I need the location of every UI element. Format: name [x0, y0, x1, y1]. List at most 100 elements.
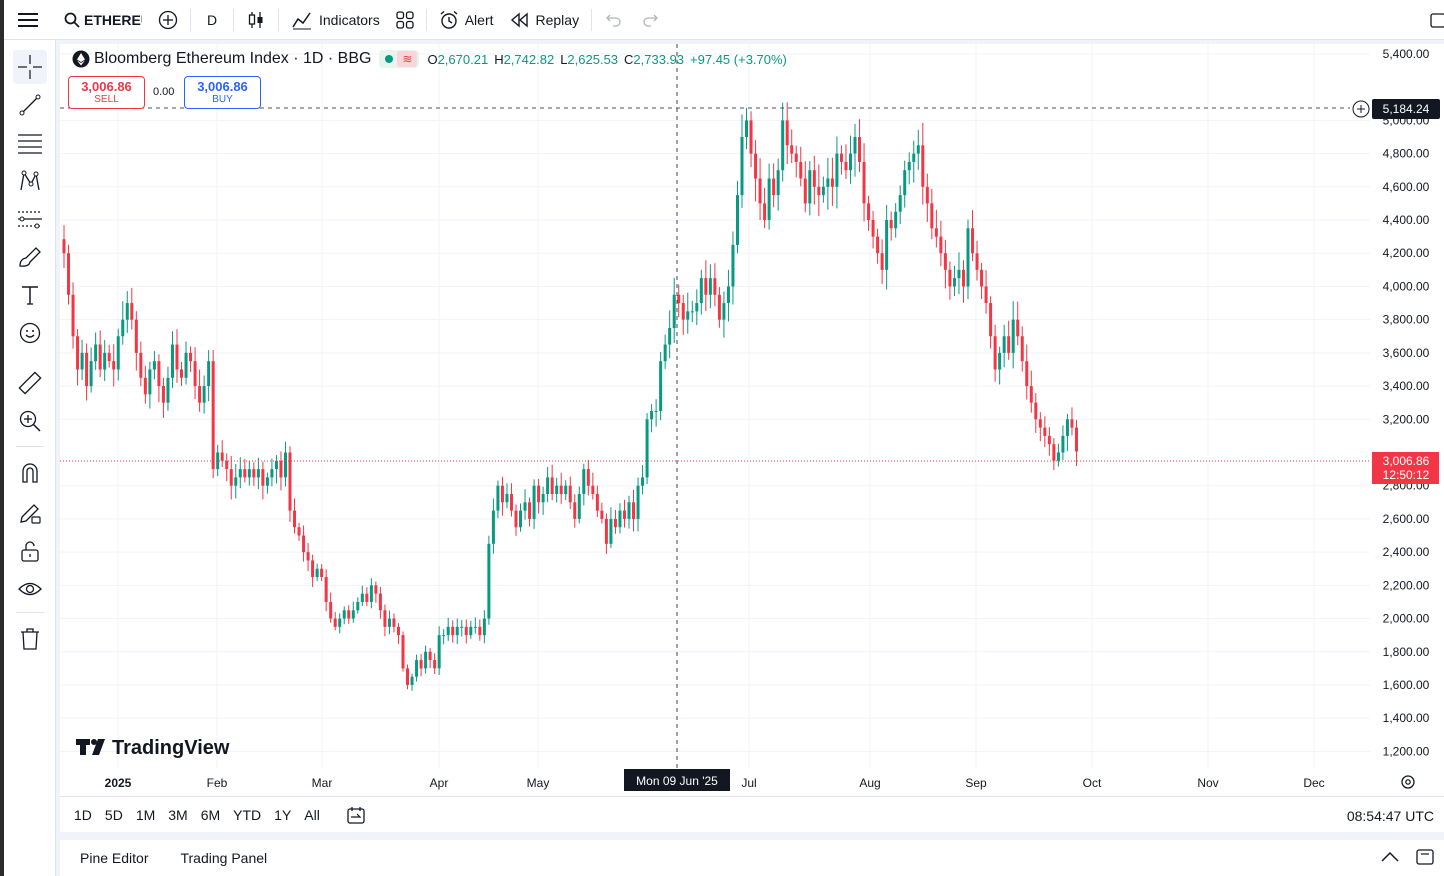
range-1y-button[interactable]: 1Y: [274, 807, 292, 823]
candle-body: [324, 577, 328, 602]
zoom-tool-button[interactable]: [13, 404, 47, 438]
range-6m-button[interactable]: 6M: [200, 807, 221, 823]
candle-body: [270, 469, 274, 478]
candle-body: [894, 211, 898, 229]
market-status-badge[interactable]: ≋: [379, 50, 420, 68]
range-1m-button[interactable]: 1M: [135, 807, 156, 823]
watermark-text: TradingView: [112, 737, 230, 759]
chart-type-button[interactable]: [238, 0, 274, 40]
low-value: 2,625.53: [567, 51, 619, 67]
price-tick-label: 1,600.00: [1383, 678, 1430, 692]
menu-button[interactable]: [4, 0, 52, 40]
text-icon: [22, 286, 38, 305]
brush-tool-button[interactable]: [13, 240, 47, 274]
goto-date-button[interactable]: [346, 805, 366, 830]
divider: [233, 8, 234, 31]
interval-button[interactable]: D: [206, 11, 218, 28]
candles-series: [62, 102, 1078, 691]
range-3m-button[interactable]: 3M: [168, 807, 188, 823]
symbol-search-button[interactable]: ETHEREU: [52, 0, 150, 40]
fullscreen-button[interactable]: [1430, 12, 1444, 33]
price-tick-label: 1,800.00: [1383, 645, 1430, 659]
replay-button[interactable]: Replay: [502, 0, 588, 40]
candle-body: [62, 239, 66, 254]
candle-body: [157, 361, 161, 387]
time-tick-label: Aug: [859, 776, 880, 790]
candle-body: [618, 510, 622, 528]
candle-body: [121, 319, 125, 337]
candle-body: [143, 377, 147, 395]
price-axis[interactable]: 5,400.005,000.004,800.004,600.004,400.00…: [1383, 47, 1430, 758]
pattern-tool-button[interactable]: [13, 164, 47, 198]
candle-body: [898, 195, 902, 212]
open-label: O: [427, 51, 438, 67]
collapse-panel-button[interactable]: [1380, 850, 1400, 869]
drawing-mode-button[interactable]: [13, 496, 47, 530]
candle-body: [989, 303, 993, 337]
maximize-panel-button[interactable]: [1416, 848, 1434, 871]
chart-pane[interactable]: 5,400.00 5,000.00 4,800.00 4,600.00 4,400.00…: [60, 44, 1444, 831]
price-tick-label: 5,400.00: [1383, 47, 1430, 61]
layouts-button[interactable]: [388, 0, 422, 40]
price-tick-label: 3,200.00: [1383, 412, 1430, 426]
candle-body: [428, 651, 432, 661]
candle-body: [848, 153, 852, 171]
candle-body: [885, 220, 889, 270]
candle-body: [112, 361, 116, 370]
candle-body: [735, 195, 739, 245]
undo-button[interactable]: [596, 0, 632, 40]
tab-trading-panel[interactable]: Trading Panel: [180, 850, 268, 866]
pencil-lock-icon: [20, 504, 41, 524]
magnet-button[interactable]: [13, 456, 47, 490]
crosshair-price-label: 5,184.24: [1352, 99, 1440, 119]
candle-body: [993, 336, 997, 370]
range-5d-button[interactable]: 5D: [104, 807, 123, 823]
text-tool-button[interactable]: [13, 278, 47, 312]
candle-body: [170, 344, 174, 378]
tab-pine-editor[interactable]: Pine Editor: [80, 850, 149, 866]
range-ytd-button[interactable]: YTD: [233, 807, 262, 823]
candle-body: [76, 336, 80, 370]
emoji-tool-button[interactable]: [13, 316, 47, 350]
sell-button[interactable]: 3,006.86 SELL: [68, 76, 145, 109]
candle-body: [1047, 435, 1051, 445]
candle-body: [582, 469, 586, 495]
fib-tool-button[interactable]: [13, 126, 47, 160]
forecast-tool-button[interactable]: [13, 202, 47, 236]
candle-body: [880, 253, 884, 270]
candle-body: [645, 419, 649, 478]
candle-body: [473, 626, 477, 628]
candle-body: [166, 377, 170, 403]
remove-drawings-button[interactable]: [13, 622, 47, 656]
candle-body: [464, 626, 468, 636]
candle-body: [424, 651, 428, 669]
redo-button[interactable]: [632, 0, 668, 40]
range-all-button[interactable]: All: [304, 807, 320, 823]
trend-line-tool-button[interactable]: [13, 88, 47, 122]
time-axis[interactable]: 2025 Feb Mar Apr May Jul Aug Sep Oct Nov Dec: [105, 776, 1325, 790]
crosshair-tool-button[interactable]: [13, 50, 47, 84]
candle-body: [871, 220, 875, 237]
lock-button[interactable]: [13, 534, 47, 568]
utc-clock[interactable]: 08:54:47 UTC: [1346, 808, 1434, 824]
tradingview-watermark[interactable]: TradingView: [76, 737, 230, 759]
candle-body: [808, 170, 812, 204]
time-tick-label: Jul: [741, 776, 756, 790]
candle-body: [957, 269, 961, 279]
candle-body: [238, 469, 242, 478]
gear-icon[interactable]: [1401, 775, 1415, 789]
alert-button[interactable]: Alert: [431, 0, 502, 40]
zoom-in-icon: [19, 410, 41, 432]
buy-button[interactable]: 3,006.86 BUY: [184, 76, 261, 109]
measure-tool-button[interactable]: [13, 366, 47, 400]
indicators-button[interactable]: Indicators: [283, 0, 388, 40]
candle-body: [726, 286, 730, 304]
candle-body: [455, 626, 459, 636]
hide-drawings-button[interactable]: [13, 572, 47, 606]
compare-symbol-button[interactable]: [150, 0, 186, 40]
range-1d-button[interactable]: 1D: [74, 807, 92, 823]
candle-body: [94, 344, 98, 362]
chart-canvas[interactable]: 5,400.005,000.004,800.004,600.004,400.00…: [60, 44, 1444, 831]
candle-body: [975, 253, 979, 270]
